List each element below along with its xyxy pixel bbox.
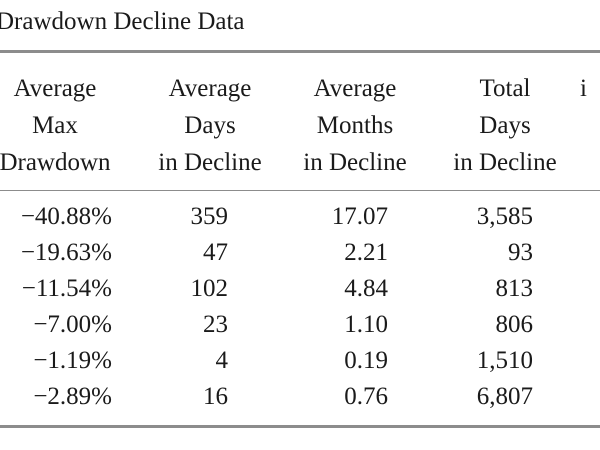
- total-days-cell: 1,510: [476, 347, 533, 374]
- header-line: in Decline: [303, 149, 407, 176]
- header-line: Days: [479, 112, 531, 139]
- max-drawdown-cell: −19.63%: [20, 239, 112, 266]
- header-months-in-decline: Average Months in Decline: [290, 70, 420, 181]
- months-cell: 4.84: [344, 275, 388, 302]
- max-drawdown-cell: −2.89%: [33, 383, 112, 410]
- mid-rule: [0, 190, 600, 191]
- header-total-days-in-decline: Total Days in Decline: [440, 70, 570, 181]
- top-rule: [0, 50, 600, 53]
- total-days-cell: 93: [508, 239, 533, 266]
- months-cell: 0.19: [344, 347, 388, 374]
- header-line: Average: [13, 75, 97, 102]
- months-cell: 2.21: [344, 239, 388, 266]
- total-days-cell: 3,585: [476, 203, 533, 230]
- months-cell: 17.07: [331, 203, 388, 230]
- header-line: Max: [32, 112, 78, 139]
- header-line: in Decline: [453, 149, 557, 176]
- total-days-cell: 6,807: [476, 383, 533, 410]
- header-days-in-decline: Average Days in Decline: [145, 70, 275, 181]
- header-line: Days: [184, 112, 236, 139]
- days-cell: 102: [190, 275, 229, 302]
- header-line: in Decline: [158, 149, 262, 176]
- total-days-cell: 813: [495, 275, 534, 302]
- header-line: Average: [313, 75, 397, 102]
- header-line: Drawdown: [0, 149, 111, 176]
- months-cell: 1.10: [344, 311, 388, 338]
- max-drawdown-cell: −1.19%: [33, 347, 112, 374]
- header-cut-off-column: i: [580, 70, 600, 107]
- max-drawdown-cell: −11.54%: [21, 275, 112, 302]
- days-cell: 23: [203, 311, 228, 338]
- header-line: Total: [479, 75, 531, 102]
- header-line: Months: [316, 112, 394, 139]
- header-max-drawdown: Average Max Drawdown: [0, 70, 120, 181]
- months-cell: 0.76: [344, 383, 388, 410]
- days-cell: 4: [215, 347, 229, 374]
- header-line: Average: [168, 75, 252, 102]
- days-cell: 16: [203, 383, 228, 410]
- bottom-rule: [0, 425, 600, 428]
- max-drawdown-cell: −7.00%: [33, 311, 112, 338]
- header-line: i: [580, 75, 587, 102]
- days-cell: 47: [203, 239, 228, 266]
- table-title: Drawdown Decline Data: [0, 8, 245, 35]
- max-drawdown-cell: −40.88%: [20, 203, 112, 230]
- total-days-cell: 806: [495, 311, 534, 338]
- days-cell: 359: [190, 203, 229, 230]
